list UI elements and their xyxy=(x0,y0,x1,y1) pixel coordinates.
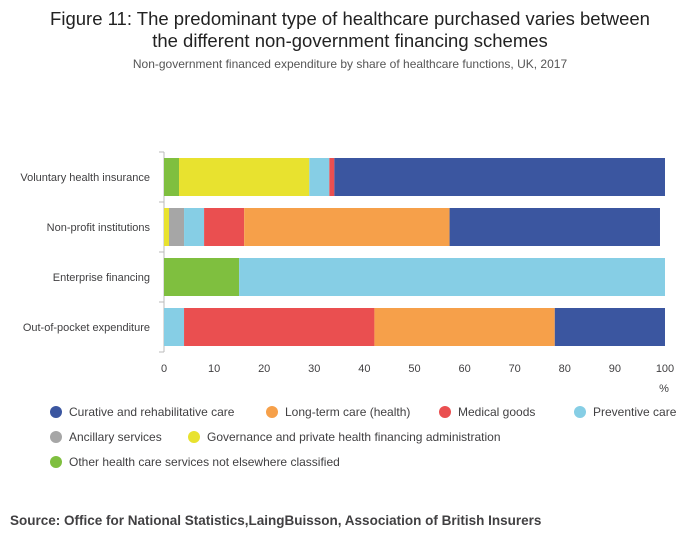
x-tick-label: 90 xyxy=(609,363,621,375)
source-note: Source: Office for National Statistics,L… xyxy=(10,513,542,528)
x-axis-label: % xyxy=(659,383,669,395)
x-tick-label: 30 xyxy=(308,363,320,375)
legend-swatch xyxy=(50,456,62,468)
bar-segment xyxy=(164,208,170,246)
legend-item: Ancillary services xyxy=(50,430,162,444)
legend-swatch xyxy=(50,431,62,443)
legend-label: Medical goods xyxy=(458,405,536,419)
x-tick-label: 10 xyxy=(208,363,220,375)
x-tick-label: 40 xyxy=(358,363,370,375)
bar-segment xyxy=(329,158,335,196)
legend-item: Preventive care xyxy=(574,405,676,419)
category-label: Out-of-pocket expenditure xyxy=(23,322,150,334)
x-tick-label: 50 xyxy=(408,363,420,375)
x-tick-label: 0 xyxy=(161,363,167,375)
bar-segment xyxy=(164,308,185,346)
x-tick-label: 80 xyxy=(559,363,571,375)
x-tick-label: 60 xyxy=(458,363,470,375)
x-tick-label: 20 xyxy=(258,363,270,375)
bar-segment xyxy=(449,208,660,246)
bar-segment xyxy=(179,158,310,196)
stacked-bar-chart: Voluntary health insurance Non-profit ins… xyxy=(20,151,674,395)
category-label: Voluntary health insurance xyxy=(20,172,150,184)
legend-item: Governance and private health financing … xyxy=(188,430,501,444)
legend-label: Long-term care (health) xyxy=(285,405,411,419)
legend-label: Governance and private health financing … xyxy=(207,430,501,444)
legend-swatch xyxy=(50,406,62,418)
bar-segment xyxy=(184,308,375,346)
legend-item: Long-term care (health) xyxy=(266,405,410,419)
category-label: Enterprise financing xyxy=(53,272,150,284)
legend-label: Preventive care xyxy=(593,405,677,419)
legend-item: Medical goods xyxy=(439,405,535,419)
legend-swatch xyxy=(188,431,200,443)
legend-swatch xyxy=(574,406,586,418)
chart-subtitle: Non-government financed expenditure by s… xyxy=(132,57,568,71)
bar-segment xyxy=(169,208,185,246)
x-tick-label: 100 xyxy=(656,363,674,375)
legend-label: Other health care services not elsewhere… xyxy=(69,455,340,469)
bar-segment xyxy=(204,208,245,246)
bar-segment xyxy=(554,308,665,346)
legend-label: Ancillary services xyxy=(69,430,162,444)
legend-item: Curative and rehabilitative care xyxy=(50,405,234,419)
bar-segment xyxy=(309,158,330,196)
x-tick-label: 70 xyxy=(509,363,521,375)
bar-segment xyxy=(244,208,450,246)
legend-label: Curative and rehabilitative care xyxy=(69,405,235,419)
bar-segment xyxy=(374,308,555,346)
legend-swatch xyxy=(439,406,451,418)
bar-segment xyxy=(184,208,205,246)
bar-segment xyxy=(334,158,665,196)
legend-swatch xyxy=(266,406,278,418)
chart-title: Figure 11: The predominant type of healt… xyxy=(50,8,650,51)
bar-segment xyxy=(164,258,240,296)
legend-item: Other health care services not elsewhere… xyxy=(50,455,340,469)
category-label: Non-profit institutions xyxy=(47,222,151,234)
bar-segment xyxy=(164,158,180,196)
bar-segment xyxy=(239,258,665,296)
